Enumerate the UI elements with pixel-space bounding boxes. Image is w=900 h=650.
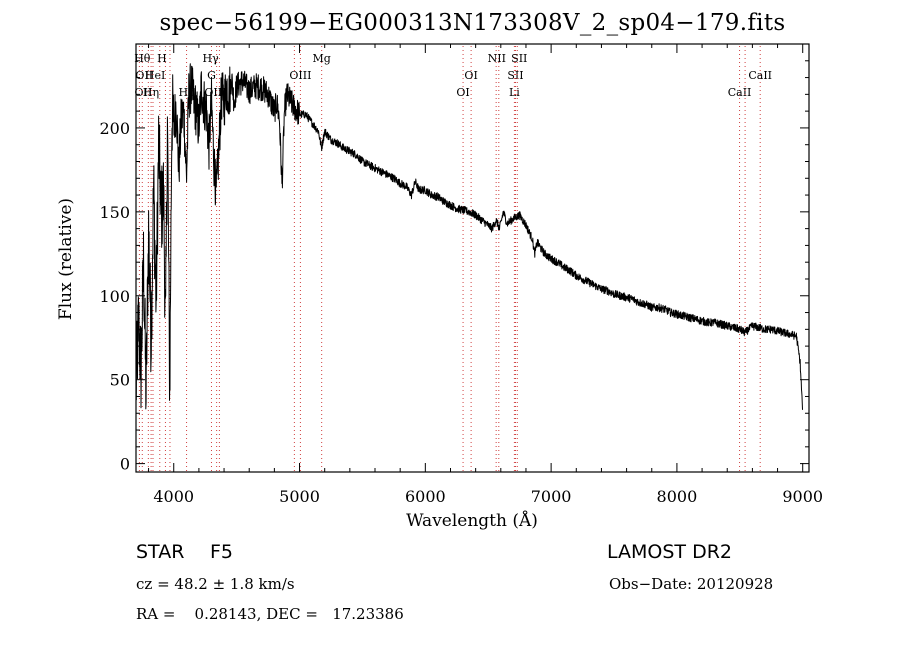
object-subclass: F5 <box>210 541 234 563</box>
x-tick-label: 4000 <box>153 487 194 506</box>
line-label: Hη <box>143 86 159 99</box>
line-label: OIII <box>289 69 311 82</box>
line-label: SII <box>511 52 527 65</box>
line-label: SII <box>507 69 523 82</box>
y-tick-label: 50 <box>110 371 130 390</box>
line-label: Hγ <box>203 52 220 65</box>
object-type: STAR <box>136 541 185 563</box>
line-label: OII <box>135 86 153 99</box>
x-tick-label: 9000 <box>782 487 823 506</box>
spectrum-line <box>135 63 804 411</box>
y-tick-label: 100 <box>99 287 130 306</box>
x-axis-label: Wavelength (Å) <box>406 511 538 531</box>
x-tick-label: 6000 <box>405 487 446 506</box>
line-label: CaII <box>728 86 752 99</box>
x-tick-label: 7000 <box>531 487 572 506</box>
line-label: OI <box>456 86 469 99</box>
y-tick-label: 150 <box>99 203 130 222</box>
chart-title: spec−56199−EG000313N173308V_2_sp04−179.f… <box>159 10 786 36</box>
survey-name: LAMOST DR2 <box>607 541 732 563</box>
redshift-cz: cz = 48.2 ± 1.8 km/s <box>136 575 295 593</box>
line-label: Hθ <box>134 52 151 65</box>
line-label: Li <box>509 86 520 99</box>
line-label: OI <box>464 69 477 82</box>
line-label: HeI <box>145 69 165 82</box>
observation-date: Obs−Date: 20120928 <box>609 575 774 593</box>
line-label: CaII <box>748 69 772 82</box>
line-label: NII <box>488 52 506 65</box>
y-tick-label: 200 <box>99 119 130 138</box>
y-axis-label: Flux (relative) <box>56 197 76 321</box>
x-tick-label: 8000 <box>657 487 698 506</box>
y-tick-label: 0 <box>120 455 130 474</box>
line-label: H <box>157 52 167 65</box>
axis-ticks: 4000 5000 6000 7000 8000 9000 0 50 100 150 200 <box>99 44 823 506</box>
ra-dec-coordinates: RA = 0.28143, DEC = 17.23386 <box>136 605 404 623</box>
x-tick-label: 5000 <box>279 487 320 506</box>
plot-frame <box>135 43 810 473</box>
line-label: G <box>207 69 216 82</box>
line-label: Mg <box>313 52 331 65</box>
